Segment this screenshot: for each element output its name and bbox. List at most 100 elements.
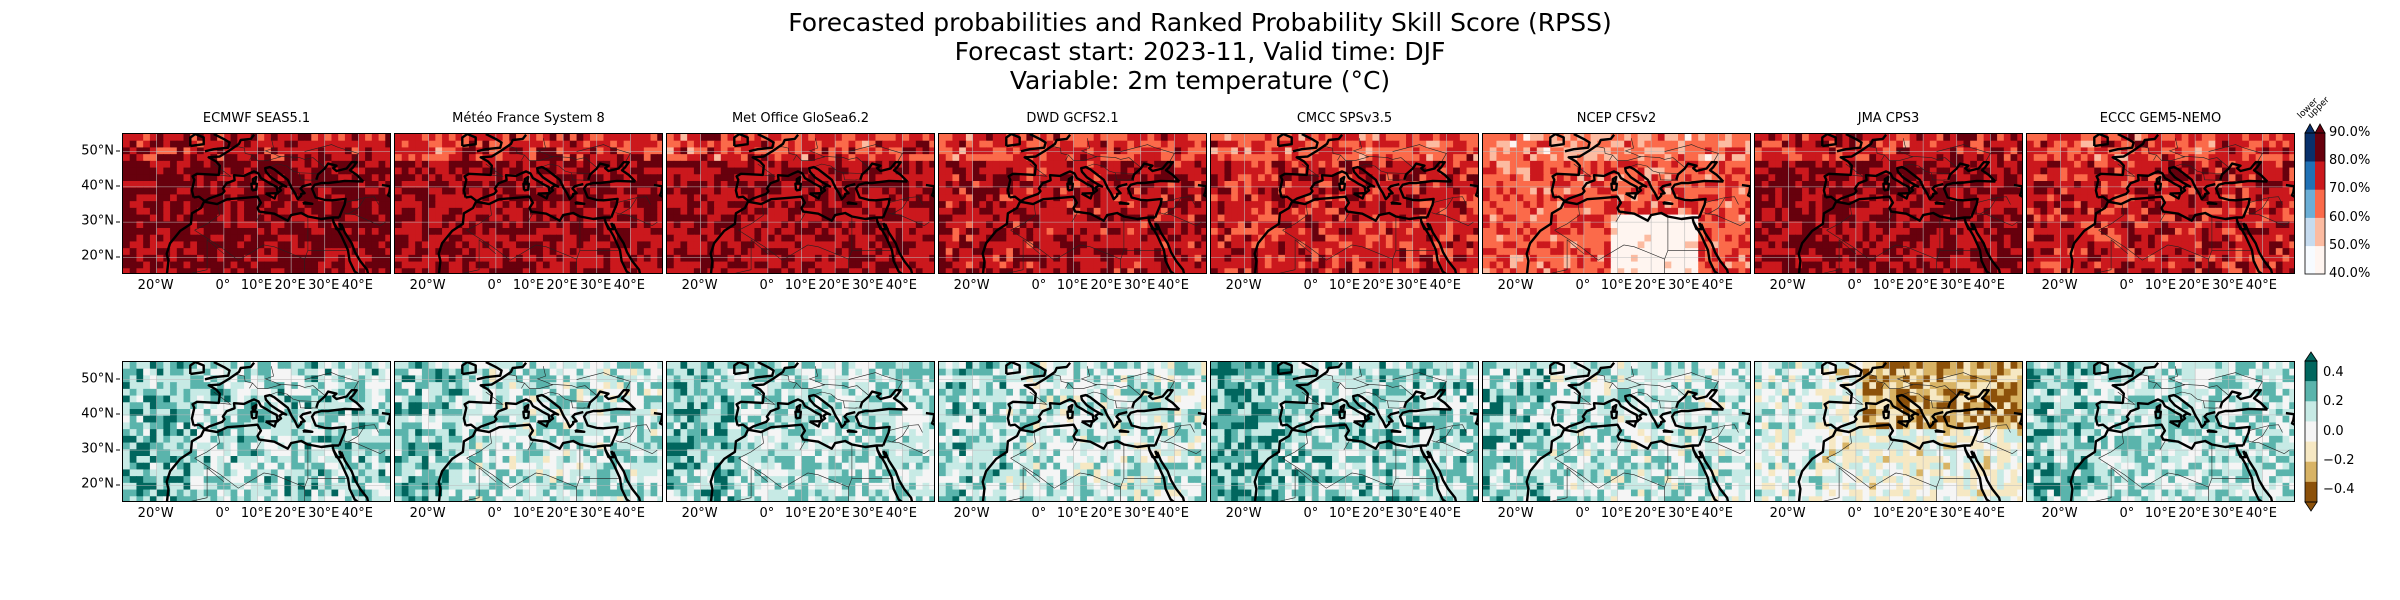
field-cell xyxy=(358,154,366,162)
field-cell xyxy=(371,214,380,222)
field-cell xyxy=(217,140,225,149)
field-cell xyxy=(576,248,584,256)
field-cell xyxy=(563,140,571,149)
field-cell xyxy=(542,221,551,229)
field-cell xyxy=(482,207,490,216)
field-cell xyxy=(1080,140,1088,149)
field-cell xyxy=(707,194,715,202)
field-cell xyxy=(1271,187,1279,196)
field-cell xyxy=(637,160,645,169)
field-cell xyxy=(1399,221,1407,229)
field-cell xyxy=(794,254,803,263)
field-cell xyxy=(1318,261,1326,269)
field-cell xyxy=(965,248,974,256)
field-cell xyxy=(176,254,185,263)
field-cell xyxy=(1406,134,1414,142)
field-cell xyxy=(680,160,688,169)
field-cell xyxy=(1211,221,1219,229)
field-cell xyxy=(596,147,605,155)
field-cell xyxy=(1523,174,1531,182)
field-cell xyxy=(183,194,191,202)
field-cell xyxy=(868,248,877,256)
field-cell xyxy=(489,201,497,209)
field-cell xyxy=(1379,134,1387,142)
country-border xyxy=(776,146,797,161)
field-cell xyxy=(1379,194,1387,202)
field-cell xyxy=(1100,207,1108,216)
field-cell xyxy=(1093,194,1101,202)
field-cell xyxy=(788,181,796,189)
field-cell xyxy=(324,248,333,256)
field-cell xyxy=(1516,140,1524,149)
field-cell xyxy=(841,248,850,256)
field-cell xyxy=(986,221,994,229)
field-cell xyxy=(502,254,510,263)
field-cell xyxy=(482,268,490,273)
field-cell xyxy=(929,201,934,209)
field-cell xyxy=(979,228,987,236)
field-cell xyxy=(1345,194,1353,202)
field-cell xyxy=(590,234,598,243)
field-cell xyxy=(1073,147,1081,155)
field-cell xyxy=(149,147,158,155)
field-cell xyxy=(781,140,789,149)
field-cell xyxy=(616,154,625,162)
field-cell xyxy=(1453,228,1461,236)
field-cell xyxy=(922,154,930,162)
field-cell xyxy=(1127,248,1135,256)
field-cell xyxy=(740,261,749,269)
field-cell xyxy=(270,167,279,175)
field-cell xyxy=(788,214,796,222)
field-cell xyxy=(754,214,762,222)
field-cell xyxy=(1671,140,1679,149)
field-cell xyxy=(740,228,749,236)
field-cell xyxy=(1100,154,1108,162)
field-cell xyxy=(516,187,524,196)
field-cell xyxy=(318,261,326,269)
field-cell xyxy=(1385,181,1394,189)
field-cell xyxy=(1264,187,1273,196)
field-cell xyxy=(428,154,436,162)
field-cell xyxy=(455,181,463,189)
field-cell xyxy=(754,248,762,256)
field-cell xyxy=(1147,241,1155,249)
field-cell xyxy=(462,134,470,142)
field-cell xyxy=(1419,234,1427,243)
field-cell xyxy=(1577,194,1585,202)
field-cell xyxy=(1211,134,1219,142)
field-cell xyxy=(468,187,477,196)
field-cell xyxy=(1113,261,1122,269)
field-cell xyxy=(630,228,638,236)
field-cell xyxy=(1406,181,1414,189)
field-cell xyxy=(542,214,551,222)
field-cell xyxy=(203,160,212,169)
field-cell xyxy=(311,134,319,142)
field-cell xyxy=(1630,174,1639,182)
coastline xyxy=(582,179,636,218)
field-cell xyxy=(549,248,557,256)
field-cell xyxy=(835,154,843,162)
field-cell xyxy=(371,167,380,175)
field-cell xyxy=(902,187,910,196)
field-cell xyxy=(714,187,722,196)
field-cell xyxy=(284,154,292,162)
field-cell xyxy=(1644,194,1652,202)
field-cell xyxy=(1100,201,1108,209)
x-tick-label: 20°W xyxy=(953,278,990,293)
field-cell xyxy=(1147,174,1155,182)
field-cell xyxy=(210,261,218,269)
coastline xyxy=(1281,165,1400,203)
field-cell xyxy=(468,147,477,155)
field-cell xyxy=(999,194,1007,202)
field-cell xyxy=(623,154,631,162)
field-cell xyxy=(1704,134,1713,142)
field-cell xyxy=(1684,194,1693,202)
field-cell xyxy=(1187,147,1196,155)
field-cell xyxy=(378,140,386,149)
field-cell xyxy=(448,134,457,142)
field-cell xyxy=(344,214,353,222)
field-cell xyxy=(1258,194,1266,202)
field-cell xyxy=(1684,201,1693,209)
field-cell xyxy=(1039,167,1048,175)
field-cell xyxy=(455,248,463,256)
